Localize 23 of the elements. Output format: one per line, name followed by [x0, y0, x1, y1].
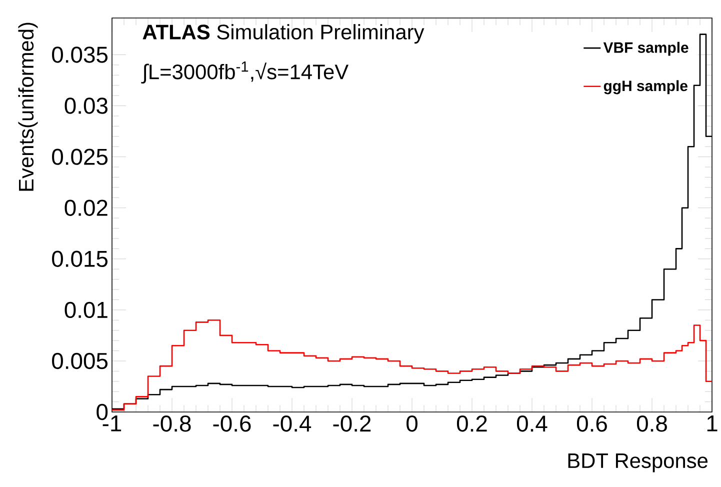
legend-label: VBF sample [603, 42, 688, 56]
x-tick-label: 1 [707, 416, 718, 432]
y-tick-label: 0.02 [64, 200, 108, 216]
y-tick-label: 0.03 [64, 98, 108, 114]
x-tick-label: 0.6 [576, 416, 607, 432]
y-tick-label: 0.005 [52, 352, 108, 370]
x-tick-label: 0.8 [636, 416, 667, 432]
x-tick-label: 0.4 [516, 416, 548, 432]
x-tick-label: -0.6 [213, 416, 251, 432]
x-tick-label: -0.8 [153, 416, 191, 432]
x-tick-label: -0.4 [273, 416, 312, 432]
x-axis-title: BDT Response [568, 454, 708, 472]
y-tick-label: 0.01 [64, 302, 108, 318]
y-axis-title: Events(uniformed) [18, 22, 38, 191]
y-tick-label: 0.015 [52, 250, 108, 267]
x-tick-label: 0.2 [456, 416, 487, 432]
legend-label: ggH sample [604, 80, 688, 94]
annotation: ATLAS Simulation Preliminary [142, 24, 424, 44]
x-tick-label: 0 [406, 416, 418, 432]
x-tick-label: -0.2 [333, 416, 371, 432]
annotation: ∫L=3000fb$^{-1}$,√s=14TeV [141, 62, 349, 84]
y-tick-label: 0.025 [52, 148, 108, 165]
y-tick-label: 0.035 [52, 46, 108, 63]
